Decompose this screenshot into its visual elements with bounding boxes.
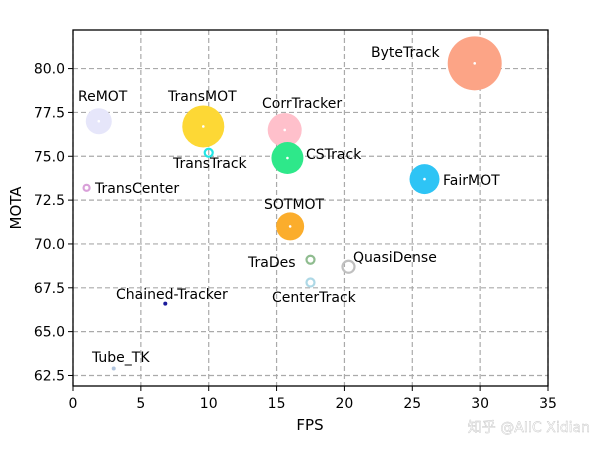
data-points [82,36,502,371]
point-tube-tk [111,366,116,371]
x-tick-label: 15 [268,396,286,412]
point-transcenter [82,183,91,192]
grid [72,30,549,386]
point-quasidense [341,259,356,274]
x-tick-label: 10 [200,396,218,412]
y-axis-ticks: 62.5 65.0 67.5 70.0 72.5 75.0 77.5 80.0 [34,62,73,384]
point-center-corrtracker [283,128,287,132]
y-tick-label: 75.0 [34,149,65,165]
watermark: 知乎 @AIIC Xidian [468,419,590,436]
label-cstrack: CSTrack [306,147,362,163]
point-center-transmot [201,125,205,128]
label-centertrack: CenterTrack [272,290,357,306]
point-centertrack [305,277,316,288]
point-labels: ReMOT TransMOT TransTrack CorrTracker CSTrac… [78,45,500,366]
label-remot: ReMOT [78,89,128,105]
y-tick-label: 65.0 [34,325,65,341]
x-tick-label: 5 [136,396,145,412]
label-sotmot: SOTMOT [264,197,325,213]
point-trades [305,254,316,265]
x-tick-label: 20 [336,396,354,412]
label-transcenter: TransCenter [94,181,179,197]
point-center-bytetrack [473,62,477,65]
point-center-remot [97,119,101,123]
label-corrtracker: CorrTracker [262,96,342,112]
x-tick-label: 25 [403,396,421,412]
point-chained-tracker [163,301,168,306]
label-quasidense: QuasiDense [353,250,437,266]
label-transmot: TransMOT [167,89,237,105]
y-tick-label: 70.0 [34,237,65,253]
y-axis-label: MOTA [7,186,25,230]
label-transtrack: TransTrack [172,156,248,172]
point-center-fairmot [423,177,426,181]
label-bytetrack: ByteTrack [371,45,441,61]
point-transtrack [203,147,214,158]
point-center-sotmot [288,225,292,228]
label-tube-tk: Tube_TK [91,350,150,366]
x-axis-ticks: 0 5 10 15 20 25 30 35 [69,386,557,412]
x-tick-label: 30 [471,396,489,412]
label-chained-tracker: Chained-Tracker [116,287,228,303]
y-tick-label: 62.5 [34,368,65,384]
x-tick-label: 35 [539,396,557,412]
y-tick-label: 67.5 [34,281,65,297]
y-tick-label: 77.5 [34,105,65,121]
point-center-cstrack [286,156,289,160]
x-tick-label: 0 [69,396,78,412]
label-trades: TraDes [247,255,296,271]
y-tick-label: 72.5 [34,193,65,209]
label-fairmot: FairMOT [443,173,500,189]
plot-frame [72,29,549,387]
x-axis-label: FPS [296,416,323,434]
y-tick-label: 80.0 [34,62,65,78]
